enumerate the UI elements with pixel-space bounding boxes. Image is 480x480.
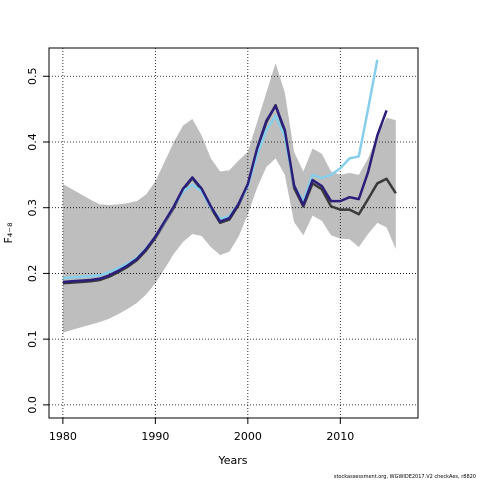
y-tick-label: 0.2	[26, 265, 39, 283]
series-line	[62, 104, 388, 284]
x-tick-label: 1980	[49, 430, 77, 443]
x-axis-label: Years	[217, 454, 247, 467]
y-tick-label: 0.3	[26, 199, 39, 217]
x-tick-label: 2000	[234, 430, 262, 443]
y-tick-label: 0.5	[26, 68, 39, 86]
y-tick-label: 0.4	[26, 133, 39, 151]
y-tick-label: 0.0	[26, 396, 39, 414]
confidence-band	[62, 63, 396, 333]
plot-frame	[48, 47, 419, 419]
y-axis-label: F₄₋₈	[2, 222, 15, 244]
x-tick-label: 2010	[326, 430, 354, 443]
footnote: stockassessment.org, WGWIDE2017.V2 check…	[334, 474, 476, 480]
y-tick-label: 0.1	[26, 330, 39, 348]
series-line	[62, 59, 379, 280]
x-tick-label: 1990	[141, 430, 169, 443]
